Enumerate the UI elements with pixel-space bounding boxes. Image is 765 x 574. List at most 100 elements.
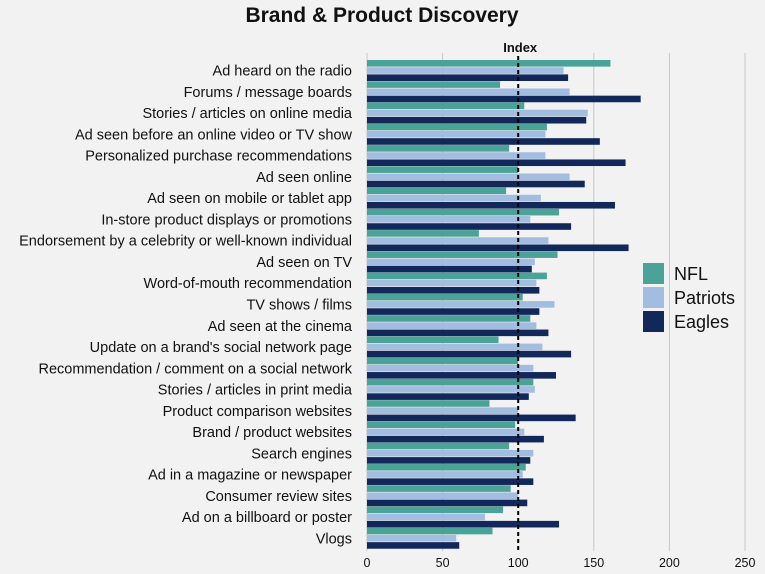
bar-patriots: [367, 279, 537, 287]
x-axis-ticks: 0 50 100 150 200 250: [364, 556, 756, 570]
bar-patriots: [367, 109, 588, 117]
bar-eagles: [367, 116, 587, 124]
category-label: Ad seen on mobile or tablet app: [147, 191, 352, 207]
bar-nfl: [367, 336, 499, 343]
bar-nfl: [367, 527, 493, 535]
bar-eagles: [367, 180, 585, 188]
chart-title: Brand & Product Discovery: [245, 4, 518, 27]
bar-nfl: [367, 378, 534, 386]
legend: NFL Patriots Eagles: [643, 263, 735, 332]
bar-patriots: [367, 130, 546, 138]
bar-nfl: [367, 400, 490, 407]
legend-swatch-eagles: [643, 311, 664, 332]
bar-patriots: [367, 88, 570, 96]
bar-nfl: [367, 187, 507, 195]
bar-eagles: [367, 414, 576, 422]
legend-swatch-nfl: [643, 263, 664, 284]
bar-eagles: [367, 457, 531, 464]
bar-nfl: [367, 506, 504, 514]
bar-nfl: [367, 166, 519, 173]
legend-swatch-patriots: [643, 287, 664, 308]
bar-nfl: [367, 485, 511, 492]
category-label: Vlogs: [316, 531, 352, 547]
bar-eagles: [367, 393, 529, 400]
bar-nfl: [367, 272, 547, 280]
x-tick-label: 0: [364, 556, 371, 570]
bar-eagles: [367, 520, 560, 528]
category-label: Ad on a billboard or poster: [182, 510, 352, 526]
x-tick-label: 150: [583, 556, 604, 570]
bar-nfl: [367, 145, 510, 152]
bar-patriots: [367, 513, 485, 521]
index-label: Index: [503, 40, 538, 55]
bars: [367, 60, 641, 549]
index-reference: Index: [503, 40, 538, 551]
category-label: Update on a brand's social network page: [90, 340, 352, 356]
bar-nfl: [367, 81, 501, 88]
bar-nfl: [367, 251, 558, 258]
category-label: Ad in a magazine or newspaper: [148, 468, 352, 484]
bar-patriots: [367, 194, 541, 202]
bar-patriots: [367, 216, 531, 223]
bar-eagles: [367, 265, 532, 273]
legend-label-eagles: Eagles: [674, 312, 729, 332]
bar-patriots: [367, 534, 457, 542]
bar-nfl: [367, 123, 547, 131]
bar-nfl: [367, 357, 519, 365]
legend-label-nfl: NFL: [674, 264, 708, 284]
category-label: Stories / articles on online media: [142, 106, 352, 122]
category-label: TV shows / films: [246, 298, 352, 314]
bar-eagles: [367, 201, 615, 209]
bar-eagles: [367, 244, 629, 252]
category-label: Endorsement by a celebrity or well-known…: [19, 234, 352, 250]
bar-eagles: [367, 372, 556, 379]
category-label: Stories / articles in print media: [158, 383, 353, 399]
bar-nfl: [367, 230, 479, 237]
category-label: Word-of-mouth recommendation: [144, 276, 352, 292]
bar-nfl: [367, 208, 560, 216]
x-tick-label: 100: [508, 556, 529, 570]
bar-eagles: [367, 287, 540, 294]
category-label: Search engines: [251, 446, 352, 462]
bar-nfl: [367, 102, 525, 110]
bar-nfl: [367, 60, 611, 67]
bar-patriots: [367, 67, 564, 74]
bar-patriots: [367, 449, 534, 457]
bar-patriots: [367, 364, 534, 372]
bar-eagles: [367, 478, 534, 485]
category-labels: Ad heard on the radio Forums / message bo…: [19, 64, 353, 548]
bar-patriots: [367, 471, 523, 478]
x-tick-label: 200: [659, 556, 680, 570]
bar-patriots: [367, 407, 519, 414]
category-label: Ad heard on the radio: [213, 64, 352, 80]
x-tick-label: 250: [735, 556, 756, 570]
category-label: Ad seen online: [256, 170, 352, 186]
category-label: Ad seen before an online video or TV sho…: [75, 127, 353, 143]
category-label: Consumer review sites: [205, 489, 352, 505]
bar-eagles: [367, 95, 641, 103]
bar-eagles: [367, 542, 460, 549]
category-label: Forums / message boards: [184, 85, 352, 101]
bar-patriots: [367, 173, 570, 181]
bar-nfl: [367, 293, 523, 301]
bar-nfl: [367, 421, 516, 429]
bar-nfl: [367, 315, 531, 322]
bar-nfl: [367, 463, 526, 471]
bar-eagles: [367, 329, 549, 337]
category-label: Recommendation / comment on a social net…: [38, 361, 352, 377]
category-label: Brand / product websites: [192, 425, 352, 441]
bar-patriots: [367, 258, 535, 266]
category-label: Product comparison websites: [163, 404, 352, 420]
bar-patriots: [367, 428, 525, 436]
bar-eagles: [367, 350, 572, 358]
bar-eagles: [367, 138, 600, 145]
bar-eagles: [367, 74, 569, 81]
bar-patriots: [367, 343, 543, 351]
category-label: In-store product displays or promotions: [101, 212, 352, 228]
category-label: Ad seen at the cinema: [208, 319, 353, 335]
bar-eagles: [367, 435, 544, 443]
bar-patriots: [367, 492, 519, 500]
bar-nfl: [367, 442, 510, 450]
bar-patriots: [367, 322, 537, 329]
